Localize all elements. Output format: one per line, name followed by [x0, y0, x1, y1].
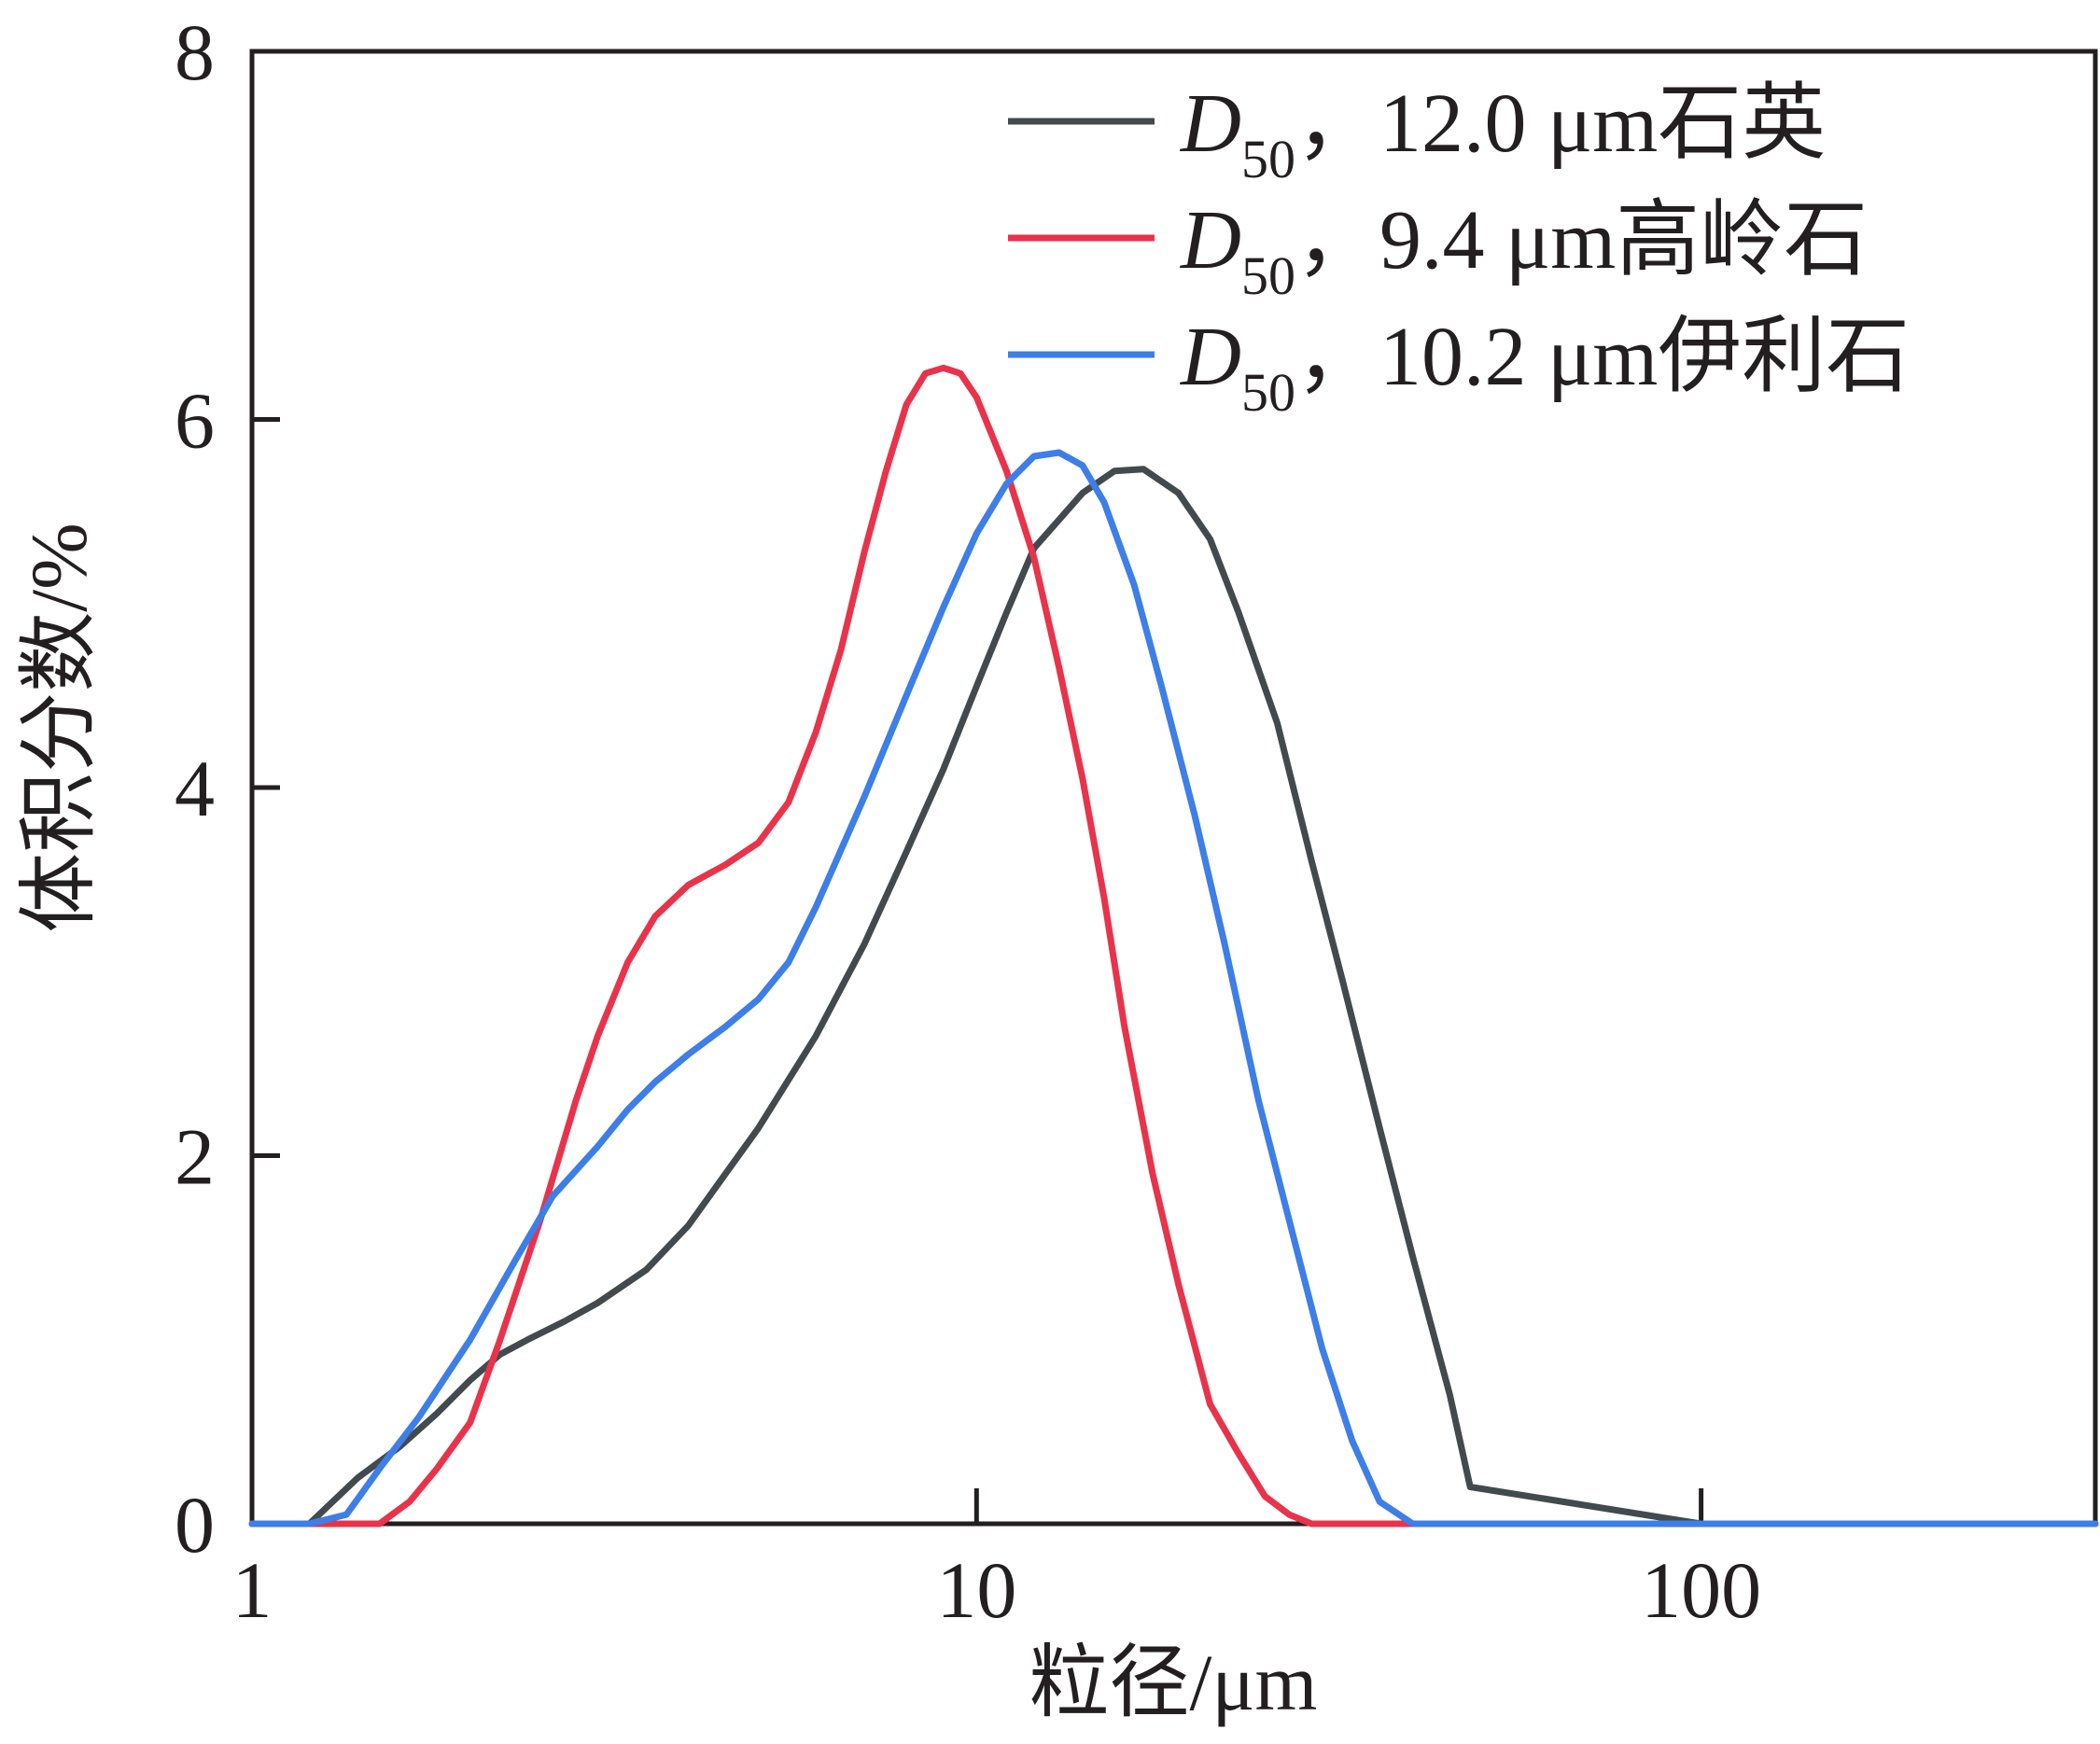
x-tick-label: 1 — [232, 1545, 273, 1635]
series-line-1 — [248, 466, 2099, 1528]
y-tick-label: 4 — [175, 744, 215, 833]
series-line-3 — [248, 449, 2099, 1528]
y-tick-label: 2 — [175, 1112, 215, 1202]
y-axis-ticks: 0 2 4 6 8 — [175, 7, 280, 1570]
series-layer — [248, 364, 2099, 1528]
legend-label-3: D50，10.2 μm伊利石 — [1179, 311, 1910, 423]
x-tick-label: 10 — [936, 1545, 1016, 1635]
legend-label-1: D50，12.0 μm石英 — [1179, 77, 1826, 189]
x-axis-ticks: 1 10 100 — [232, 1488, 1761, 1635]
y-tick-label: 8 — [175, 7, 215, 97]
legend-label-2: D50，9.4 μm高岭石 — [1179, 194, 1868, 306]
y-tick-label: 0 — [175, 1480, 215, 1570]
y-axis-title: 体积分数/% — [14, 523, 104, 933]
y-tick-label: 6 — [175, 376, 215, 466]
x-axis-title: 粒径/μm — [1029, 1638, 1318, 1727]
series-line-2 — [248, 364, 2099, 1528]
x-tick-label: 100 — [1641, 1545, 1761, 1635]
